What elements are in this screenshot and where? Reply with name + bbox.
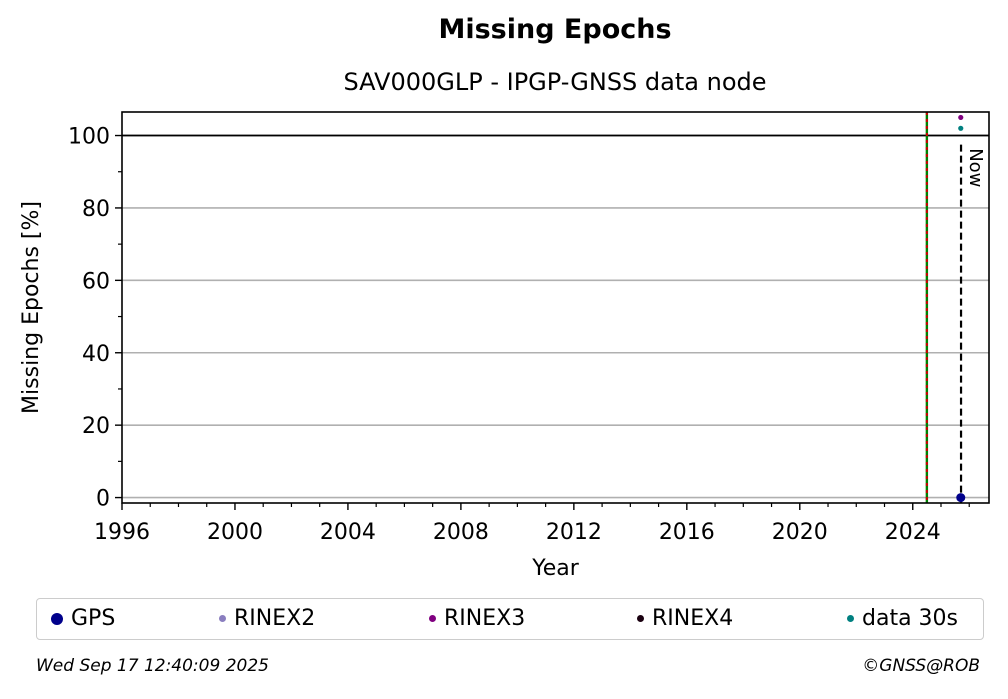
data-point-gps xyxy=(956,493,966,503)
x-tick-label: 2016 xyxy=(659,520,715,545)
legend-marker xyxy=(429,615,436,622)
y-tick-label: 80 xyxy=(82,197,110,222)
x-tick-label: 2024 xyxy=(885,520,941,545)
chart-title: Missing Epochs xyxy=(438,14,672,45)
legend-label: data 30s xyxy=(862,606,959,631)
legend-marker xyxy=(847,615,854,622)
legend-item-rinex3: RINEX3 xyxy=(429,599,525,638)
legend-item-data-30s: data 30s xyxy=(847,599,958,638)
y-tick-label: 20 xyxy=(82,414,110,439)
legend-marker xyxy=(637,615,644,622)
x-tick-label: 2000 xyxy=(207,520,263,545)
missing-epochs-chart: 0 20 40 60 80 100 1996 2000 2004 2008 2012 2016 2020… xyxy=(19,111,990,581)
chart-subtitle: SAV000GLP - IPGP-GNSS data node xyxy=(343,68,767,96)
data-point-data-30s xyxy=(958,125,964,131)
legend-label: RINEX2 xyxy=(234,606,316,631)
legend-label: RINEX3 xyxy=(444,606,526,631)
y-tick-label: 60 xyxy=(82,269,110,294)
generation-timestamp: Wed Sep 17 12:40:09 2025 xyxy=(36,656,269,676)
x-tick-label: 2008 xyxy=(433,520,489,545)
x-tick-label: 2004 xyxy=(320,520,376,545)
x-tick-label: 2020 xyxy=(772,520,828,545)
legend-label: GPS xyxy=(71,606,116,631)
now-label: Now xyxy=(965,148,986,187)
y-tick-label: 40 xyxy=(82,342,110,367)
legend-marker xyxy=(51,612,63,625)
data-point-rinex3 xyxy=(958,114,964,121)
copyright-credit: ©GNSS@ROB xyxy=(862,656,980,676)
legend-item-gps: GPS xyxy=(51,599,115,638)
plot-frame xyxy=(121,111,990,504)
legend-label: RINEX4 xyxy=(652,606,734,631)
legend-marker xyxy=(219,615,226,622)
y-axis-label: Missing Epochs [%] xyxy=(19,201,44,414)
x-tick-label: 1996 xyxy=(94,520,150,545)
y-tick-label: 100 xyxy=(68,125,110,150)
y-tick-label: 0 xyxy=(96,487,110,512)
chart-legend: GPS RINEX2 RINEX3 RINEX4 data 30s xyxy=(36,598,984,640)
legend-item-rinex2: RINEX2 xyxy=(219,599,315,638)
x-tick-label: 2012 xyxy=(546,520,602,545)
legend-item-rinex4: RINEX4 xyxy=(637,599,733,638)
x-axis-label: Year xyxy=(531,556,580,581)
